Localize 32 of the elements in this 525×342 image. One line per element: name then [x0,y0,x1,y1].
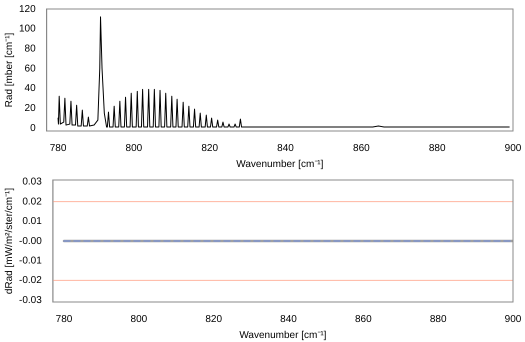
y-tick-label: -0.03 [18,294,42,306]
y-tick-label: 100 [18,24,36,35]
x-tick-label: 840 [277,142,294,154]
x-tick-label: 880 [430,314,447,325]
x-tick-label: 780 [56,314,73,325]
x-tick-label: 780 [50,142,67,154]
x-tick-label: 840 [280,314,298,325]
y-tick-label: 0 [30,122,36,134]
y-tick-label: -0.00 [18,236,42,247]
x-tick-label: 820 [201,142,218,154]
x-tick-label: 860 [353,142,370,154]
x-tick-label: 880 [428,142,446,154]
x-tick-label: 800 [126,142,143,154]
x-tick-label: 800 [130,314,148,325]
y-axis-title: dRad [mW/m²/ster/cm⁻¹] [4,188,15,294]
x-axis-title: Wavenumber [cm⁻¹] [236,158,324,170]
y-tick-label: 80 [24,43,36,54]
y-tick-label: 20 [24,102,36,114]
y-tick-label: 120 [18,4,36,15]
x-axis-title: Wavenumber [cm⁻¹] [239,330,327,341]
x-tick-label: 900 [504,314,522,325]
y-axis-title: Rad [mber [cm⁻¹] [4,32,15,108]
y-tick-label: 0.03 [22,176,42,188]
x-tick-label: 900 [504,142,522,154]
y-tick-label: 40 [24,83,36,94]
y-tick-label: 60 [24,63,36,74]
x-tick-label: 820 [205,314,222,325]
y-tick-label: -0.02 [18,275,42,286]
y-tick-label: -0.01 [18,255,42,266]
y-tick-label: 0.02 [22,196,42,208]
x-tick-label: 860 [354,314,372,325]
y-tick-label: 0.01 [22,216,42,228]
